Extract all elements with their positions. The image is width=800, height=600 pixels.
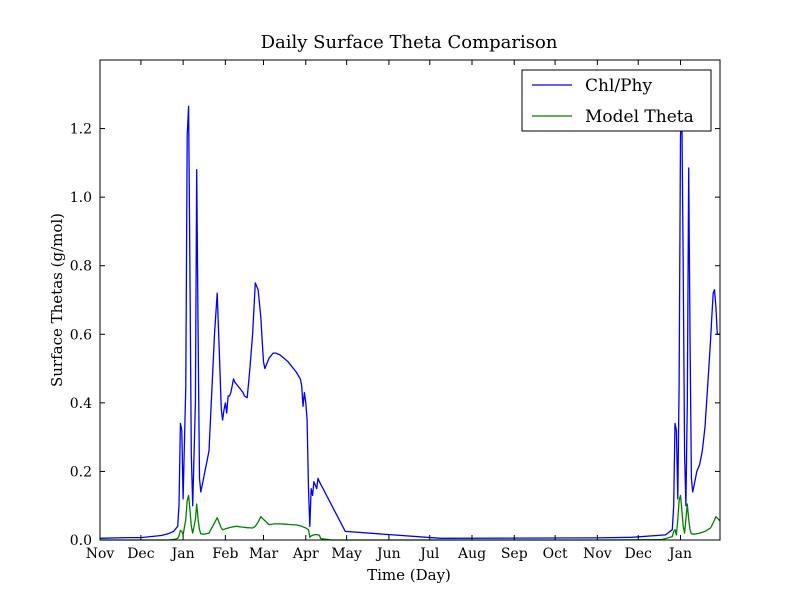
plot-frame [99, 59, 721, 541]
chart-title: Daily Surface Theta Comparison [261, 32, 558, 53]
x-tick-label: Oct [543, 546, 568, 562]
x-tick-label: May [331, 546, 362, 562]
y-tick-label: 0.6 [70, 327, 92, 343]
x-tick-label: Jan [667, 546, 692, 562]
x-tick-label: Aug [457, 546, 486, 562]
x-tick-label: Jun [375, 546, 401, 562]
x-tick-label: Nov [86, 546, 115, 562]
x-tick-label: Mar [249, 546, 279, 562]
axis-ticks: Nov Dec Jan Feb Mar Apr May Jun Jul Aug Sep Oct Nov D… [70, 60, 720, 562]
x-tick-label: Dec [625, 546, 653, 562]
y-tick-label: 0.8 [70, 259, 92, 275]
y-axis-label: Surface Thetas (g/mol) [48, 213, 66, 387]
plot-lines [99, 105, 721, 541]
series-line-chl-phy [99, 105, 720, 539]
y-tick-label: 0.4 [70, 396, 92, 412]
legend-label-model-theta: Model Theta [585, 107, 694, 127]
x-tick-label: Nov [583, 546, 612, 562]
legend-label-chl-phy: Chl/Phy [585, 76, 653, 96]
x-tick-label: Apr [292, 546, 319, 562]
x-tick-label: Feb [212, 546, 238, 562]
legend-box [521, 69, 712, 132]
x-tick-label: Jan [170, 546, 195, 562]
legend: Chl/Phy Model Theta [521, 69, 712, 132]
x-tick-label: Dec [127, 546, 155, 562]
x-axis-label: Time (Day) [367, 566, 451, 584]
y-tick-label: 1.0 [70, 190, 92, 206]
y-tick-label: 0.0 [70, 533, 92, 549]
y-tick-label: 0.2 [70, 464, 92, 480]
series-line-model-theta [100, 494, 721, 541]
y-tick-label: 1.2 [70, 122, 92, 138]
x-tick-label: Sep [501, 546, 528, 562]
x-tick-label: Jul [418, 546, 440, 562]
